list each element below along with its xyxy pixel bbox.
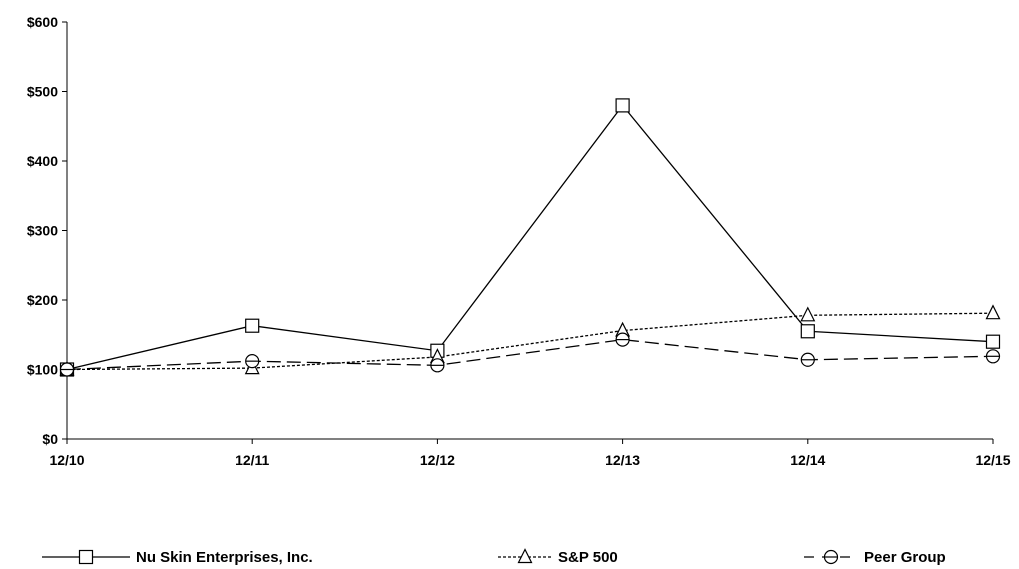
series-line-0 [66,104,994,371]
y-tick-label: $500 [27,84,58,100]
series [59,98,1001,377]
data-point-2 [615,332,630,347]
data-point-2 [985,349,1001,364]
x-tick-label: 12/13 [605,452,640,468]
y-tick-label: $300 [27,223,58,239]
data-point-2 [800,352,815,367]
data-point-2 [245,354,260,369]
data-point-1 [800,306,816,322]
data-point-2 [430,358,445,373]
series-line-1 [66,312,994,371]
data-point-0 [245,318,260,333]
y-tick-label: $100 [27,362,58,378]
x-tick-label: 12/12 [420,452,455,468]
x-tick-label: 12/14 [790,452,825,468]
data-point-0 [615,98,630,113]
data-point-2 [59,362,75,377]
y-tick-label: $0 [42,431,58,447]
legend-label: S&P 500 [558,549,618,566]
legend-marker [823,549,839,565]
legend-marker [78,549,94,565]
legend: Nu Skin Enterprises, Inc. S&P 500 Peer Gro… [42,548,946,566]
data-point-1 [985,304,1001,320]
data-point-0 [985,334,1001,349]
data-point-0 [800,324,815,339]
x-ticks: 12/10 12/11 12/12 12/13 12/14 12/15 [49,439,1011,468]
y-tick-label: $400 [27,153,58,169]
x-tick-label: 12/10 [49,452,84,468]
legend-label: Nu Skin Enterprises, Inc. [136,549,313,566]
x-tick-label: 12/11 [235,452,269,468]
axes [66,22,993,440]
y-tick-label: $600 [27,14,58,30]
legend-marker [517,548,533,564]
y-ticks: $0 $100 $200 $300 $400 $500 $600 [27,14,67,447]
legend-label: Peer Group [864,549,946,566]
x-tick-label: 12/15 [975,452,1010,468]
y-tick-label: $200 [27,292,58,308]
series-line-2 [66,338,994,371]
